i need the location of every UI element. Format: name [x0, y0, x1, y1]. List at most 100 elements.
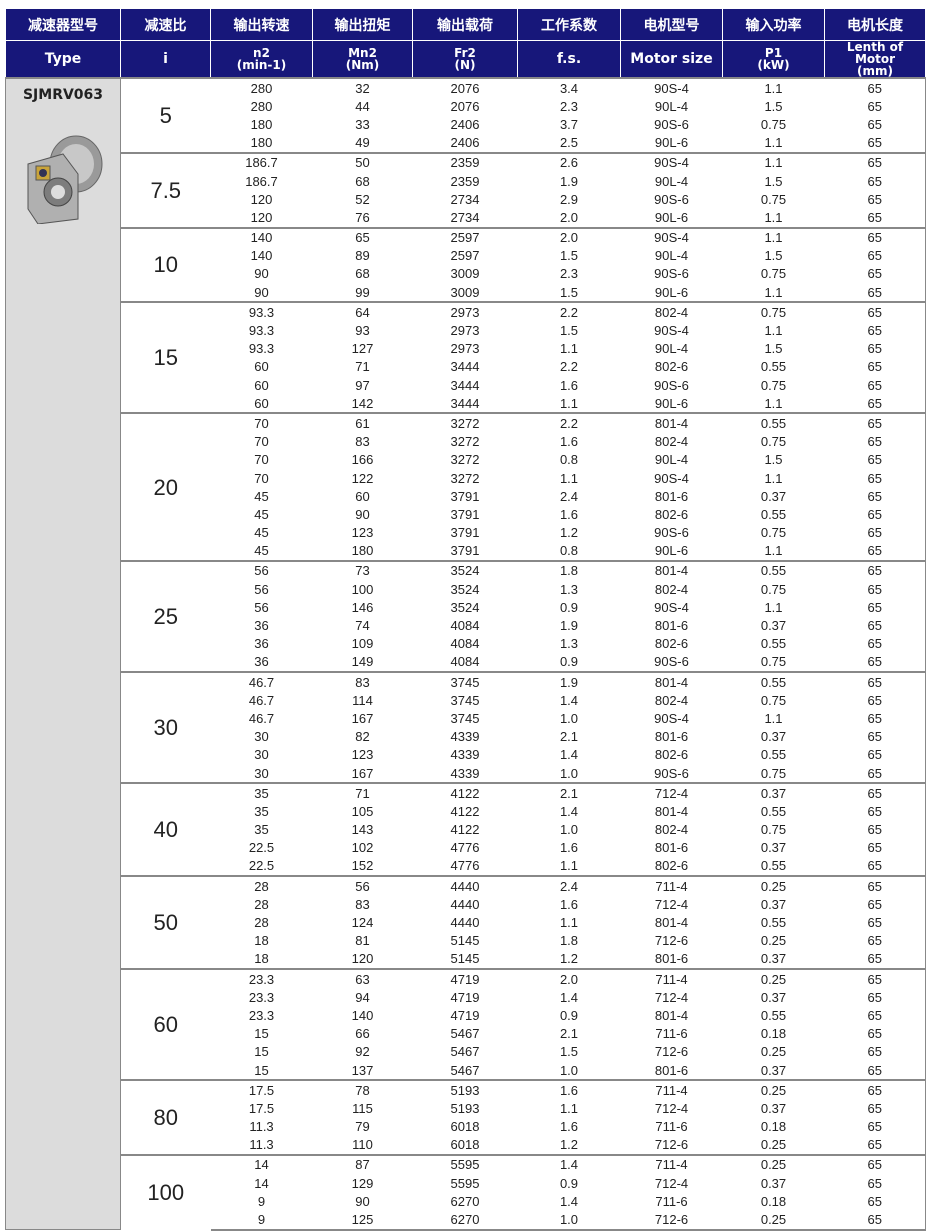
data-cell: 60 — [254, 377, 269, 393]
table-row: 36 74 4084 1.9 801-6 0.37 65 — [6, 616, 926, 635]
data-cell: 5467 — [450, 1026, 480, 1042]
data-cell: 1.6 — [559, 506, 579, 522]
data-cell: 97 — [355, 377, 370, 393]
data-cell: 65 — [824, 988, 926, 1007]
table-row: 93.3 127 2973 1.1 90L-4 1.5 65 — [6, 339, 926, 358]
data-cell: 56 — [210, 559, 313, 581]
table-row: 28 83 4440 1.6 712-4 0.37 65 — [6, 895, 926, 914]
table-row: 56 100 3524 1.3 802-4 0.75 65 — [6, 580, 926, 599]
data-cell: 15 — [254, 1062, 269, 1078]
data-cell: 65 — [824, 598, 926, 617]
data-cell: 0.8 — [559, 452, 579, 468]
data-cell: 46.7 — [248, 710, 275, 726]
data-cell: 65 — [824, 949, 926, 969]
data-cell: 52 — [355, 191, 370, 207]
data-cell: 11.3 — [249, 1137, 274, 1153]
data-cell: 1.4 — [559, 803, 579, 819]
data-cell: 2973 — [412, 301, 518, 322]
data-cell: 22.5 — [248, 840, 275, 856]
data-cell: 65 — [824, 1060, 926, 1081]
data-cell: 0.75 — [760, 116, 787, 132]
data-cell: 2.1 — [559, 1026, 579, 1042]
table-row: 180 49 2406 2.5 90L-6 1.1 65 — [6, 133, 926, 153]
ratio-cell: 100 — [120, 1153, 211, 1230]
table-row: 46.7 167 3745 1.0 90S-4 1.1 65 — [6, 709, 926, 728]
data-cell: 142 — [351, 395, 374, 411]
data-cell: 3009 — [450, 266, 480, 282]
table-row: 70 122 3272 1.1 90S-4 1.1 65 — [6, 468, 926, 488]
data-cell: 4339 — [450, 765, 480, 781]
data-cell: 801-4 — [620, 559, 723, 581]
data-cell: 65 — [824, 1006, 926, 1025]
table-row: 30 123 4339 1.4 802-6 0.55 65 — [6, 745, 926, 764]
data-cell: 89 — [355, 248, 370, 264]
data-cell: 2.4 — [517, 875, 621, 896]
data-cell: 1.4 — [559, 747, 579, 763]
data-cell: 70 — [254, 434, 269, 450]
data-cell: 143 — [351, 822, 374, 838]
data-cell: 65 — [824, 283, 926, 303]
data-cell: 1.2 — [559, 951, 579, 967]
data-cell: 1.0 — [559, 822, 579, 838]
data-cell: 81 — [355, 933, 370, 949]
data-cell: 65 — [824, 616, 926, 635]
data-cell: 137 — [351, 1062, 374, 1078]
data-cell: 65 — [824, 875, 926, 896]
table-row: 25 56 73 3524 1.8 801-4 0.55 65 — [6, 559, 926, 672]
data-cell: 280 — [250, 98, 273, 114]
data-cell: 123 — [351, 525, 374, 541]
data-cell: 129 — [351, 1175, 374, 1191]
table-row: 140 89 2597 1.5 90L-4 1.5 65 — [6, 246, 926, 265]
data-cell: 1.1 — [722, 226, 825, 247]
data-cell: 0.25 — [722, 1210, 825, 1231]
data-cell: 92 — [355, 1044, 370, 1060]
table-row: 50 28 56 4440 2.4 711-4 0.25 65 — [6, 875, 926, 969]
data-cell: 65 — [824, 559, 926, 581]
data-cell: 90L-4 — [654, 452, 689, 468]
ratio-cell: 25 — [120, 559, 211, 672]
data-cell: 9 — [210, 1210, 313, 1231]
data-cell: 2973 — [450, 341, 480, 357]
data-cell: 1.0 — [559, 1062, 579, 1078]
data-cell: 4084 — [450, 636, 480, 652]
data-cell: 0.9 — [559, 654, 579, 670]
data-cell: 0.55 — [760, 506, 787, 522]
data-cell: 167 — [351, 710, 374, 726]
table-row: 22.5 152 4776 1.1 802-6 0.55 65 — [6, 856, 926, 877]
data-cell: 712-6 — [654, 1137, 689, 1153]
table-row: 36 149 4084 0.9 90S-6 0.75 65 — [6, 652, 926, 672]
table-row: 30 82 4339 2.1 801-6 0.37 65 — [6, 727, 926, 746]
ratio-cell: 40 — [120, 782, 211, 877]
data-cell: 61 — [312, 412, 413, 433]
data-cell: 94 — [355, 989, 370, 1005]
header-cn-cell: 减速器型号 — [5, 8, 121, 41]
ratio-cell: 50 — [120, 875, 211, 969]
data-cell: 2.2 — [517, 301, 621, 322]
data-cell: 1.6 — [559, 1119, 579, 1135]
data-cell: 65 — [824, 895, 926, 914]
data-cell: 1.6 — [559, 896, 579, 912]
data-cell: 14 — [210, 1153, 313, 1175]
ratio-cell: 5 — [120, 77, 211, 153]
data-cell: 65 — [824, 1024, 926, 1043]
data-cell: 114 — [352, 692, 373, 708]
data-cell: 14 — [254, 1175, 269, 1191]
data-cell: 0.37 — [760, 951, 787, 967]
data-cell: 65 — [824, 432, 926, 451]
data-cell: 65 — [824, 913, 926, 932]
data-cell: 712-6 — [654, 1044, 689, 1060]
data-cell: 3745 — [450, 710, 480, 726]
data-cell: 65 — [824, 171, 926, 191]
data-cell: 3524 — [450, 581, 480, 597]
data-cell: 18 — [254, 933, 269, 949]
data-cell: 30 — [254, 747, 269, 763]
data-cell: 44 — [355, 98, 370, 114]
data-cell: 28 — [210, 875, 313, 896]
data-cell: 0.25 — [722, 875, 825, 896]
data-cell: 711-4 — [620, 875, 723, 896]
data-cell: 2.0 — [517, 967, 621, 989]
data-cell: 1.1 — [764, 470, 783, 486]
data-cell: 65 — [824, 1099, 926, 1118]
header-en-cell: f.s. — [517, 40, 621, 79]
table-row: 15 93.3 64 2973 2.2 802-4 0.75 65 — [6, 301, 926, 414]
